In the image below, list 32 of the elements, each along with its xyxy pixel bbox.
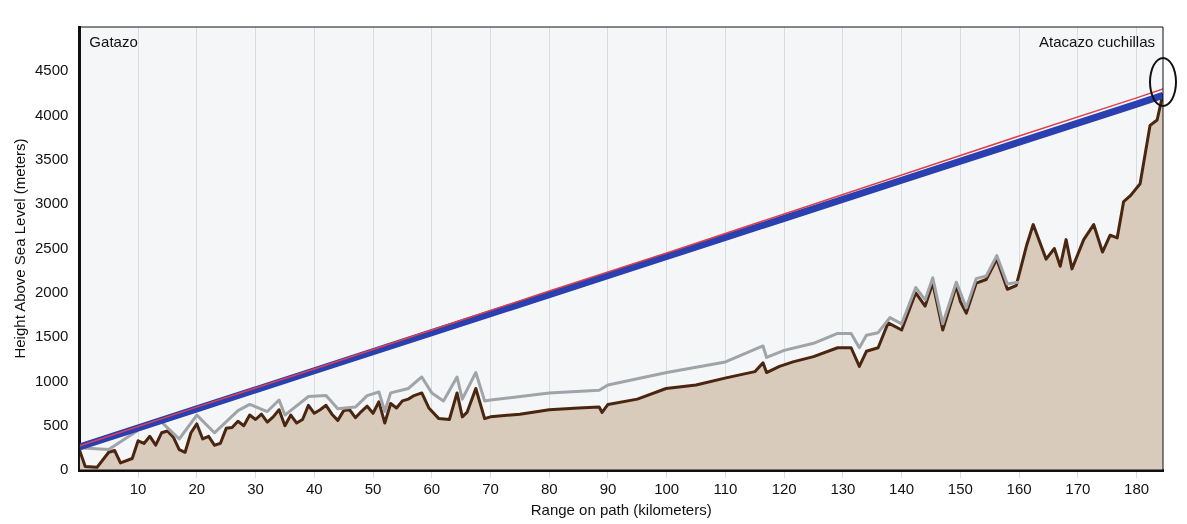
x-tick-label: 70 [482, 480, 499, 498]
x-tick-label: 170 [1065, 480, 1091, 498]
y-tick-label: 4000 [34, 105, 69, 123]
x-axis-title: Range on path (kilometers) [530, 501, 712, 519]
x-tick-label: 130 [830, 480, 856, 498]
y-tick-label: 4500 [34, 61, 69, 79]
annotation: Atacazo cuchillas [1039, 32, 1155, 50]
x-tick-label: 80 [540, 480, 558, 498]
y-tick-label: 2500 [34, 238, 69, 256]
y-tick-label: 500 [43, 415, 69, 433]
x-tick-label: 100 [654, 480, 680, 498]
x-tick-label: 10 [129, 480, 147, 498]
x-tick-label: 60 [423, 480, 441, 498]
x-tick-label: 30 [247, 480, 264, 498]
y-tick-label: 1500 [34, 327, 69, 345]
y-tick-label: 1000 [34, 371, 69, 389]
x-tick-label: 150 [947, 480, 973, 498]
x-tick-label: 50 [364, 480, 382, 498]
y-tick-label: 0 [60, 460, 69, 478]
x-tick-label: 110 [713, 480, 738, 498]
x-tick-label: 90 [599, 480, 617, 498]
x-tick-label: 140 [889, 480, 915, 498]
x-tick-label: 20 [188, 480, 206, 498]
x-tick-label: 40 [305, 480, 323, 498]
y-axis-title: Height Above Sea Level (meters) [11, 138, 29, 359]
y-tick-label: 3500 [34, 150, 69, 168]
x-tick-label: 180 [1124, 480, 1150, 498]
x-tick-label: 160 [1006, 480, 1032, 498]
annotation: Gatazo [89, 32, 138, 50]
x-tick-label: 120 [771, 480, 797, 498]
y-tick-label: 3000 [34, 194, 69, 212]
y-tick-label: 2000 [34, 282, 69, 300]
